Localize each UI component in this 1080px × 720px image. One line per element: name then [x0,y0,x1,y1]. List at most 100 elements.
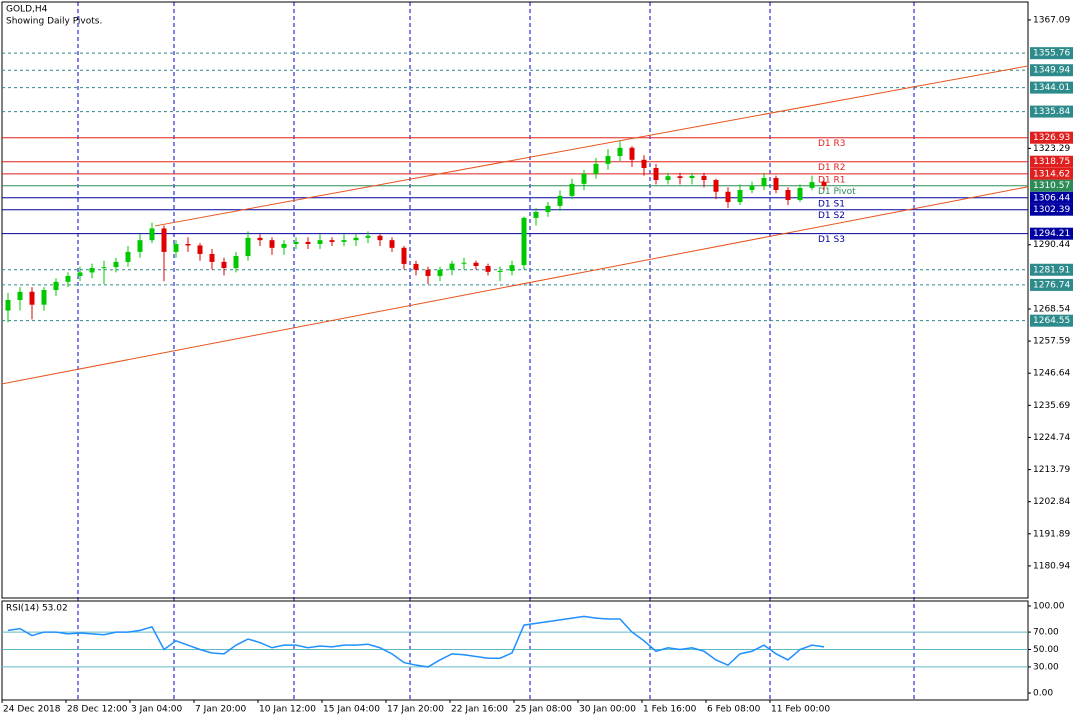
level-label: 1349.94 [1033,66,1070,76]
level-label: 1302.39 [1033,205,1070,215]
candle-body [677,176,683,178]
candle-body [737,190,743,203]
pivot-name: D1 R3 [818,139,846,149]
level-label: 1326.93 [1033,133,1070,143]
rsi-title: RSI(14) 53.02 [6,604,68,614]
candle-body [389,240,395,248]
level-box [1030,81,1073,94]
x-tick-label: 30 Jan 00:00 [579,705,636,715]
candle-body [653,168,659,181]
level-box [1030,263,1073,276]
chart-title: GOLD,H4 [6,5,48,15]
candle-body [545,205,551,213]
main-frame [1,1,1029,599]
x-tick-label: 3 Jan 04:00 [131,705,183,715]
candle-body [605,155,611,164]
level-label: 1281.91 [1033,265,1070,275]
level-label: 1314.62 [1033,169,1070,179]
rsi-tick-label: 0.00 [1033,689,1053,699]
x-tick-label: 24 Dec 2018 [3,705,61,715]
rsi-line [7,615,825,668]
rsi-tick-label: 50.00 [1033,645,1059,655]
candle-body [509,265,515,271]
candle-body [785,190,791,200]
level-box [1030,131,1073,144]
level-label: 1306.44 [1033,193,1070,203]
chart-subtitle: Showing Daily Pivots. [6,17,102,27]
candle-body [281,243,287,248]
level-box [1030,167,1073,180]
level-label: 1344.01 [1033,83,1070,93]
candle-body [197,245,203,254]
level-label: 1355.76 [1033,49,1070,59]
candle-body [233,256,239,269]
candle-body [41,290,47,305]
candle-body [125,251,131,262]
level-box [1030,278,1073,291]
vertical-grid [77,2,915,700]
candle-body [773,177,779,191]
candle-body [701,175,707,181]
candle-body [413,263,419,270]
candle-body [821,182,827,186]
candle-body [425,269,431,276]
candle-body [797,187,803,200]
x-tick-label: 11 Feb 00:00 [771,705,830,715]
rsi-tick-label: 70.00 [1033,628,1059,638]
rsi-tick-label: 30.00 [1033,662,1059,672]
candle-body [449,263,455,270]
candle-body [629,147,635,160]
level-box [1030,314,1073,327]
candle-body [89,268,95,273]
pivot-name: D1 R1 [818,175,846,185]
y-tick-label: 1246.64 [1033,369,1070,379]
candle-body [557,195,563,206]
y-tick-label: 1323.29 [1033,144,1070,154]
candle-body [29,291,35,305]
candle-body [473,262,479,266]
x-tick-label: 6 Feb 08:00 [707,705,761,715]
candle-body [485,265,491,272]
candle-body [269,240,275,248]
x-tick-label: 17 Jan 20:00 [387,705,444,715]
y-tick-label: 1180.94 [1033,561,1070,571]
candle-body [365,235,371,238]
candle-body [17,291,23,300]
rsi-tick-label: 100.00 [1033,601,1065,611]
x-tick-label: 28 Dec 12:00 [67,705,128,715]
candle-body [113,261,119,268]
candle-body [401,247,407,264]
level-box [1030,203,1073,216]
x-tick-label: 10 Jan 12:00 [259,705,316,715]
candle-body [305,241,311,244]
pivot-name: D1 S1 [818,199,845,209]
candle-body [209,253,215,262]
y-tick-label: 1257.59 [1033,337,1070,347]
candle-body [497,270,503,272]
candle-body [185,243,191,246]
pivot-name: D1 R2 [818,163,846,173]
level-box [1030,105,1073,118]
candle-body [593,163,599,174]
level-box [1030,155,1073,168]
pivot-name: D1 S3 [818,235,845,245]
y-tick-label: 1367.09 [1033,15,1070,25]
x-tick-label: 7 Jan 20:00 [195,705,247,715]
level-box [1030,47,1073,60]
y-tick-label: 1235.69 [1033,401,1070,411]
candle-body [221,261,227,269]
candle-body [173,243,179,252]
y-tick-label: 1268.54 [1033,304,1070,314]
candle-body [569,183,575,196]
pivot-name: D1 Pivot [818,187,856,197]
level-label: 1310.57 [1033,181,1070,191]
level-label: 1264.55 [1033,316,1070,326]
level-label: 1294.21 [1033,229,1070,239]
candle-body [749,185,755,191]
x-tick-label: 15 Jan 04:00 [323,705,380,715]
candle-body [77,272,83,276]
candle-body [317,240,323,244]
candle-body [341,240,347,242]
candle-body [521,217,527,266]
